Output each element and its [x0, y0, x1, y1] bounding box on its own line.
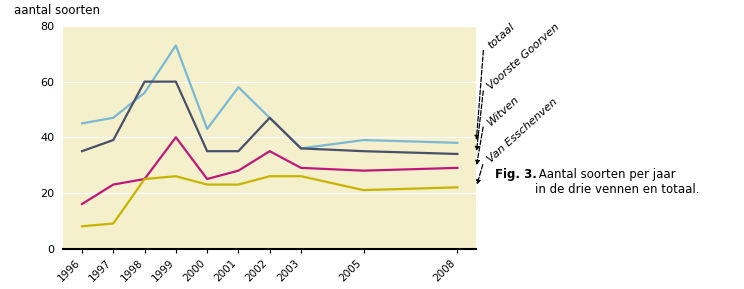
Text: Van Esschenven: Van Esschenven — [486, 97, 559, 165]
Text: Aantal soorten per jaar
in de drie vennen en totaal.: Aantal soorten per jaar in de drie venne… — [535, 168, 699, 196]
Text: totaal: totaal — [486, 21, 516, 51]
Text: aantal soorten: aantal soorten — [13, 4, 100, 17]
Text: Fig. 3.: Fig. 3. — [495, 168, 536, 181]
Text: Witven: Witven — [486, 94, 522, 127]
Text: Voorste Goorven: Voorste Goorven — [486, 21, 562, 91]
